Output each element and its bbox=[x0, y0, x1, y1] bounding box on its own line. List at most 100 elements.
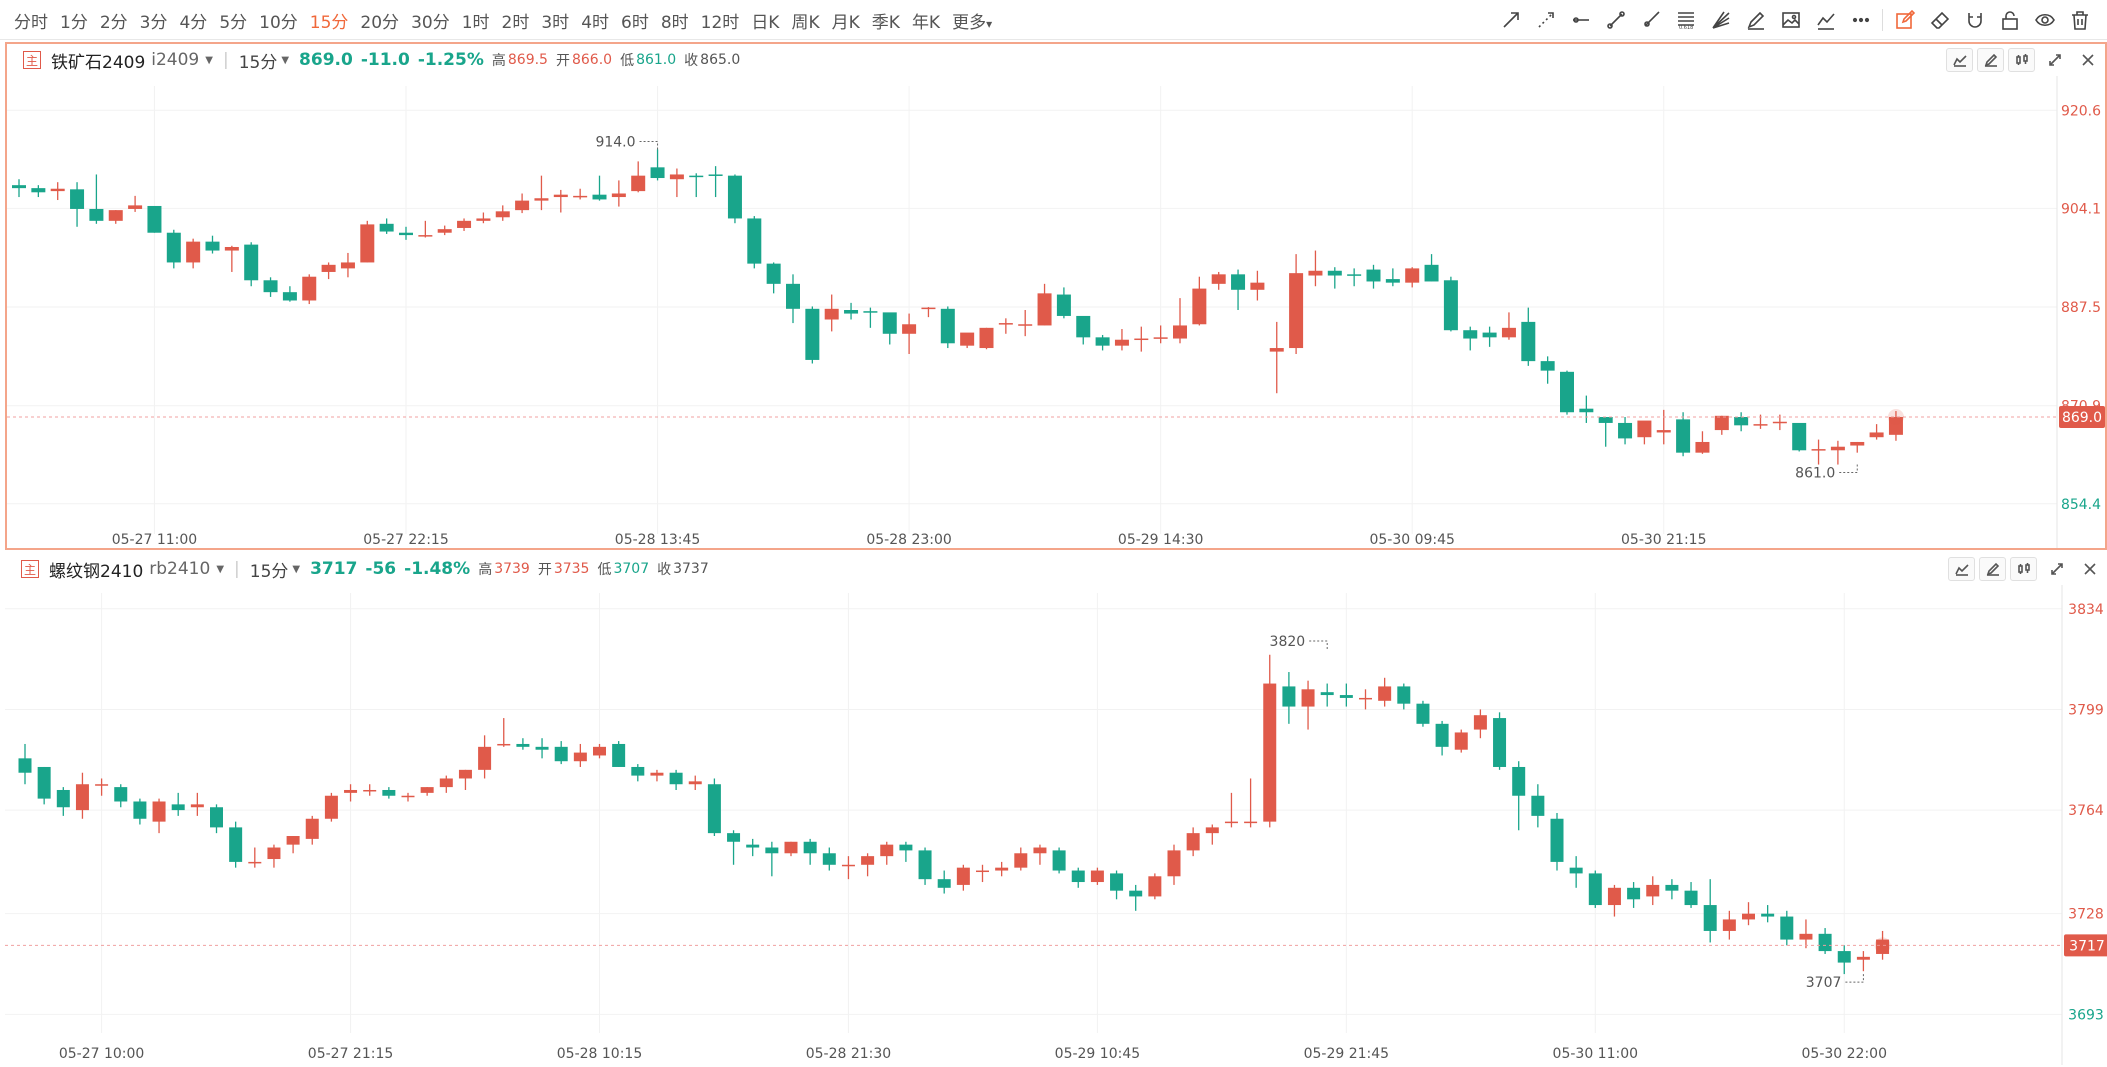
candle-body bbox=[305, 818, 319, 839]
draw-icon[interactable] bbox=[1977, 48, 2004, 72]
period-22[interactable]: 更多▾ bbox=[952, 12, 993, 33]
period-14[interactable]: 6时 bbox=[621, 12, 649, 33]
period-20[interactable]: 季K bbox=[871, 12, 900, 33]
header-divider: | bbox=[234, 559, 240, 579]
candle-body bbox=[746, 844, 760, 848]
candle-body bbox=[1110, 873, 1124, 891]
period-13[interactable]: 4时 bbox=[581, 12, 610, 33]
segment-icon[interactable] bbox=[1598, 0, 1633, 40]
candle-body bbox=[420, 787, 434, 793]
candle-body bbox=[1153, 337, 1168, 339]
candle-body bbox=[31, 188, 46, 193]
candle-body bbox=[1405, 268, 1420, 283]
candle-body bbox=[960, 332, 975, 346]
symbol-dropdown-icon[interactable]: ▼ bbox=[216, 563, 225, 575]
more-dots-icon[interactable] bbox=[1843, 0, 1878, 40]
period-12[interactable]: 3时 bbox=[541, 12, 570, 33]
period-17[interactable]: 日K bbox=[751, 12, 780, 33]
candle-body bbox=[476, 218, 491, 221]
period-label[interactable]: 15分 bbox=[238, 52, 278, 73]
open-label: 开 bbox=[537, 562, 552, 578]
draw-icon[interactable] bbox=[1979, 557, 2006, 581]
candle-body bbox=[1734, 417, 1749, 426]
candle-icon[interactable] bbox=[2008, 48, 2035, 72]
candle-body bbox=[1684, 890, 1698, 906]
period-0[interactable]: 分时 bbox=[14, 12, 48, 33]
close-icon[interactable] bbox=[2074, 48, 2101, 72]
annotation-leader bbox=[1837, 464, 1858, 474]
y-tick-label: 3799 bbox=[2068, 702, 2104, 718]
candle-body bbox=[822, 853, 836, 865]
candle-body bbox=[363, 789, 377, 792]
symbol-dropdown-icon[interactable]: ▼ bbox=[205, 54, 213, 66]
close-icon[interactable] bbox=[2076, 557, 2103, 581]
period-19[interactable]: 月K bbox=[831, 12, 860, 33]
period-dropdown-icon[interactable]: ▼ bbox=[292, 563, 301, 575]
edit-icon[interactable] bbox=[1887, 0, 1922, 40]
y-tick-label: 887.5 bbox=[2061, 300, 2101, 316]
fibonacci-icon[interactable]: 0.618 bbox=[1668, 0, 1703, 40]
period-8[interactable]: 20分 bbox=[360, 12, 400, 33]
period-1[interactable]: 1分 bbox=[60, 12, 88, 33]
candle-body bbox=[12, 185, 26, 189]
candle-body bbox=[1598, 417, 1613, 423]
candle-body bbox=[147, 205, 162, 233]
ray-icon[interactable] bbox=[1633, 0, 1668, 40]
period-dropdown-icon[interactable]: ▼ bbox=[281, 54, 290, 66]
chart-panel-iron-ore[interactable]: 05-27 11:00 05-27 22:15 05-28 13:45 05-28 2… bbox=[5, 42, 2107, 550]
period-10[interactable]: 1时 bbox=[461, 12, 490, 33]
trash-icon[interactable] bbox=[2062, 0, 2097, 40]
candle-body bbox=[1186, 833, 1200, 851]
period-15[interactable]: 8时 bbox=[660, 12, 689, 33]
magnet-icon[interactable] bbox=[1957, 0, 1992, 40]
lock-icon[interactable] bbox=[1992, 0, 2027, 40]
period-21[interactable]: 年K bbox=[911, 12, 941, 33]
open-value: 866.0 bbox=[571, 52, 613, 68]
candle-body bbox=[324, 795, 338, 819]
horizontal-line-icon[interactable] bbox=[1563, 0, 1598, 40]
period-6[interactable]: 10分 bbox=[259, 12, 298, 33]
line-chart-icon[interactable] bbox=[1946, 48, 1973, 72]
candle-body bbox=[37, 766, 51, 799]
symbol-code[interactable]: i2409 bbox=[151, 50, 200, 70]
eye-icon[interactable] bbox=[2027, 0, 2062, 40]
candle-icon[interactable] bbox=[2010, 557, 2037, 581]
candle-body bbox=[844, 310, 859, 314]
candle-body bbox=[573, 752, 587, 762]
candle-body bbox=[1173, 325, 1187, 339]
dashed-ray-icon[interactable] bbox=[1528, 0, 1563, 40]
period-16[interactable]: 12时 bbox=[700, 12, 740, 33]
chart-panel-rebar[interactable]: 05-27 10:00 05-27 21:15 05-28 10:15 05-28 2… bbox=[5, 553, 2107, 1065]
candle-body bbox=[918, 850, 932, 880]
image-icon[interactable] bbox=[1773, 0, 1808, 40]
expand-icon[interactable] bbox=[2041, 48, 2068, 72]
expand-icon[interactable] bbox=[2043, 557, 2070, 581]
candlestick-chart-rebar[interactable]: 05-27 10:00 05-27 21:15 05-28 10:15 05-28 2… bbox=[5, 553, 2107, 1065]
period-11[interactable]: 2时 bbox=[501, 12, 530, 33]
candle-body bbox=[1289, 273, 1304, 349]
symbol-code[interactable]: rb2410 bbox=[149, 559, 211, 579]
candle-body bbox=[1540, 361, 1555, 371]
brush-icon[interactable] bbox=[1738, 0, 1773, 40]
period-2[interactable]: 2分 bbox=[99, 12, 128, 33]
annotation-label: 861.0 bbox=[1795, 466, 1835, 482]
candle-body bbox=[1560, 371, 1574, 413]
candle-body bbox=[998, 323, 1013, 325]
period-9[interactable]: 30分 bbox=[411, 12, 450, 33]
candle-body bbox=[1588, 873, 1602, 906]
candle-body bbox=[1167, 850, 1181, 877]
candle-body bbox=[1071, 870, 1085, 883]
period-5[interactable]: 5分 bbox=[219, 12, 248, 33]
period-label[interactable]: 15分 bbox=[249, 561, 289, 582]
candlestick-chart-iron-ore[interactable]: 05-27 11:00 05-27 22:15 05-28 13:45 05-28 2… bbox=[7, 44, 2105, 548]
period-18[interactable]: 周K bbox=[791, 12, 820, 33]
eraser-icon[interactable] bbox=[1922, 0, 1957, 40]
period-7[interactable]: 15分 bbox=[309, 12, 349, 33]
fan-icon[interactable] bbox=[1703, 0, 1738, 40]
period-4[interactable]: 4分 bbox=[179, 12, 208, 33]
x-tick-label: 05-30 09:45 bbox=[1369, 532, 1454, 548]
period-3[interactable]: 3分 bbox=[139, 12, 168, 33]
polyline-icon[interactable] bbox=[1808, 0, 1843, 40]
arrow-line-icon[interactable] bbox=[1493, 0, 1528, 40]
line-chart-icon[interactable] bbox=[1948, 557, 1975, 581]
